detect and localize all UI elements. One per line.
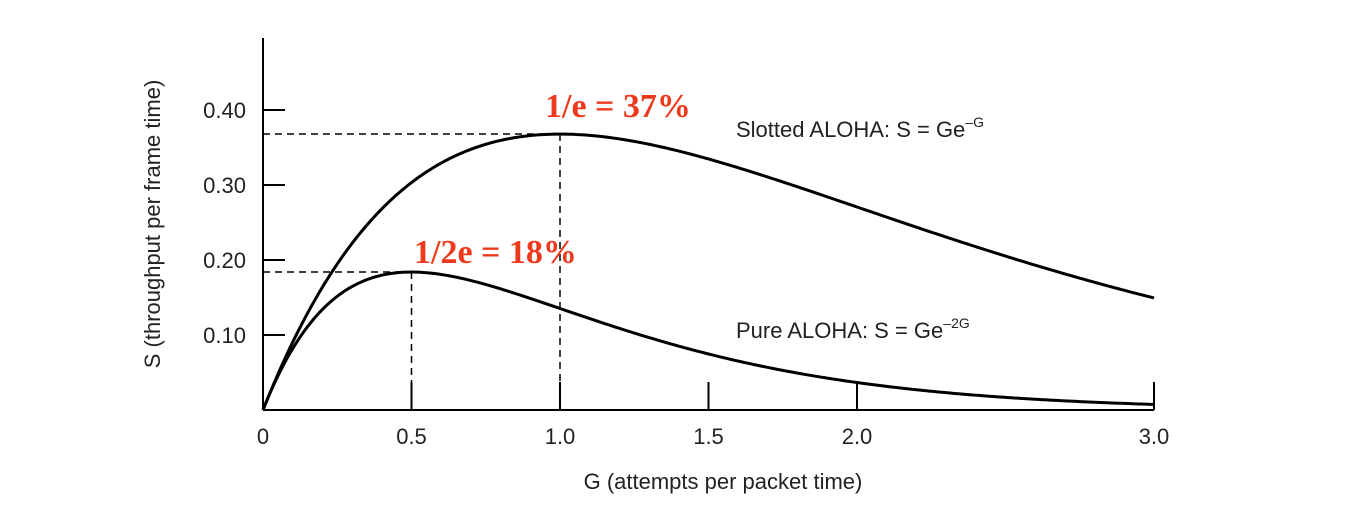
x-tick-label: 3.0 (1139, 424, 1170, 449)
slotted-aloha-label: Slotted ALOHA: S = Ge–G (736, 114, 984, 142)
pure-aloha-label-main: Pure ALOHA: S = Ge (736, 318, 943, 343)
y-tick-label: 0.20 (203, 248, 246, 273)
slotted-aloha-label-main: Slotted ALOHA: S = Ge (736, 117, 965, 142)
x-tick-label: 0 (257, 424, 269, 449)
x-axis-title: G (attempts per packet time) (584, 469, 863, 494)
peak-reference-lines (263, 133, 561, 410)
y-axis-ticks: 0.10 0.20 0.30 0.40 (203, 98, 285, 348)
x-tick-label: 0.5 (396, 424, 427, 449)
pure-aloha-label-exponent: –2G (943, 315, 969, 331)
x-axis-ticks: 0 0.5 1.0 1.5 2.0 3.0 (257, 382, 1169, 449)
x-tick-label: 1.5 (693, 424, 724, 449)
y-tick-label: 0.30 (203, 173, 246, 198)
pure-peak-annotation: 1/2e = 18% (414, 234, 577, 271)
x-tick-label: 1.0 (545, 424, 576, 449)
slotted-aloha-curve (261, 132, 1155, 411)
slotted-peak-annotation: 1/e = 37% (545, 88, 691, 125)
x-tick-label: 2.0 (842, 424, 873, 449)
pure-aloha-curve (261, 270, 1155, 411)
y-axis-title: S (throughput per frame time) (140, 80, 165, 369)
y-tick-label: 0.40 (203, 98, 246, 123)
slotted-aloha-label-exponent: –G (965, 114, 984, 130)
pure-aloha-label: Pure ALOHA: S = Ge–2G (736, 315, 970, 343)
y-tick-label: 0.10 (203, 323, 246, 348)
